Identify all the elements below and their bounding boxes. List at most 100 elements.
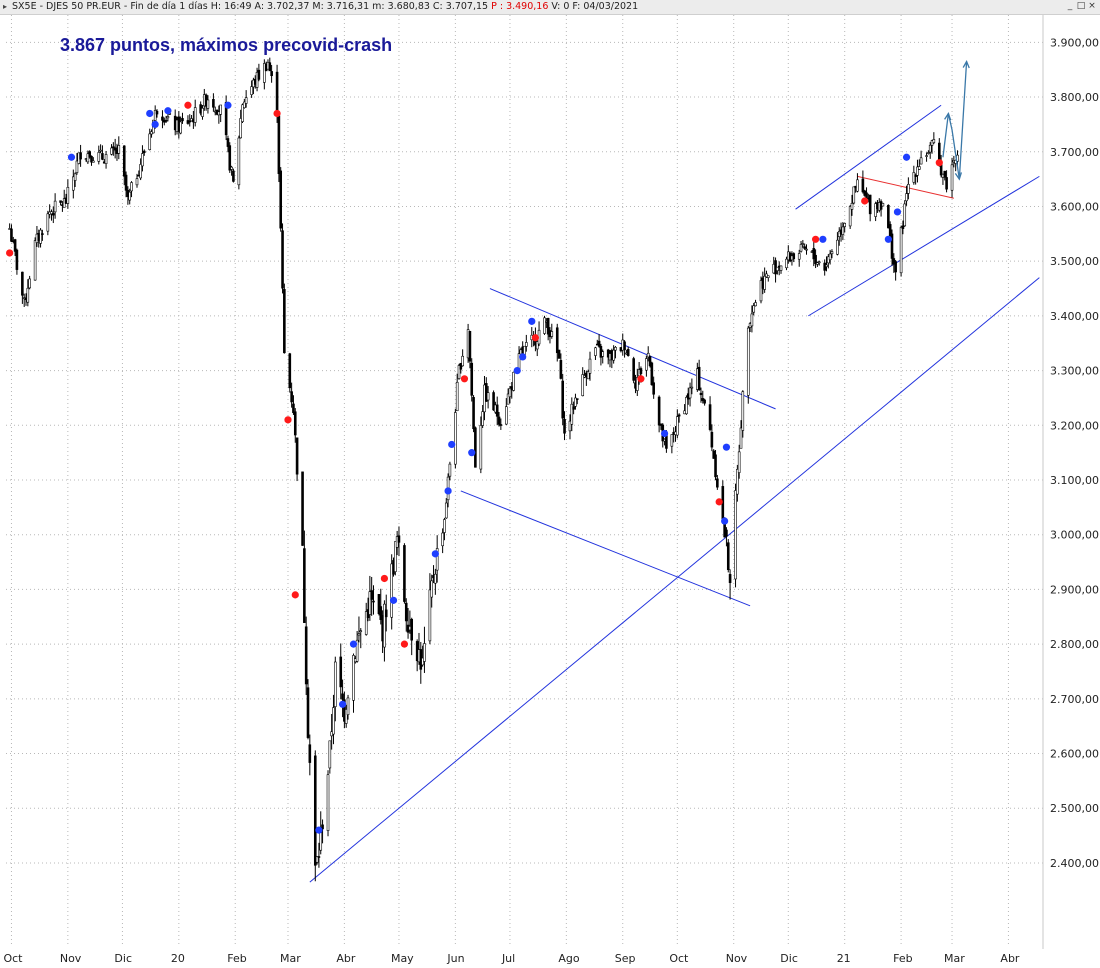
candle-body — [21, 271, 24, 296]
candle-body — [635, 377, 639, 391]
buy-signal-dot — [722, 443, 731, 451]
candle-body — [455, 381, 459, 412]
buy-signal-dot — [468, 449, 476, 457]
candle-body — [750, 313, 754, 327]
candle-body — [135, 178, 139, 186]
candle-body — [714, 454, 717, 478]
candle-body — [372, 600, 375, 603]
candle-body — [850, 203, 854, 210]
candle-body — [759, 280, 763, 302]
candle-body — [308, 744, 312, 763]
y-tick-label: 2.700,00 — [1050, 693, 1099, 706]
buy-signal-dot — [389, 596, 398, 604]
candle-body — [295, 437, 299, 475]
candle-body — [472, 397, 475, 430]
candle-body — [779, 265, 783, 271]
candle-body — [932, 139, 936, 143]
trendline-falling-channel-upper — [489, 288, 776, 410]
candle-body — [112, 146, 115, 149]
candle-body — [586, 371, 590, 380]
sell-signal-dot — [460, 375, 469, 383]
candle-body — [72, 176, 75, 191]
candle-body — [232, 170, 235, 182]
candle-body — [828, 253, 832, 261]
maximize-icon[interactable]: □ — [1076, 1, 1086, 11]
x-tick-label: Dic — [114, 952, 132, 965]
candle-body — [53, 200, 57, 213]
candle-body — [355, 639, 359, 662]
candle-body — [639, 368, 643, 374]
y-tick-label: 2.800,00 — [1050, 638, 1099, 651]
buy-signal-dot — [444, 487, 452, 495]
candle-body — [512, 371, 515, 391]
candle-body — [33, 240, 37, 281]
trendline-support-long — [309, 277, 1040, 883]
candle-body — [257, 69, 261, 80]
candle-body — [239, 118, 242, 139]
candle-body — [495, 404, 499, 417]
candle-body — [384, 609, 388, 618]
candle-body — [410, 618, 414, 641]
candle-body — [277, 115, 281, 174]
candle-body — [699, 392, 703, 396]
candle-body — [332, 707, 335, 735]
candle-body — [726, 542, 730, 571]
candle-body — [390, 563, 393, 618]
candle-body — [244, 97, 248, 104]
candle-body — [92, 160, 95, 163]
candle-body — [725, 529, 728, 537]
candle-body — [306, 687, 310, 738]
x-tick-label: Mar — [944, 952, 965, 965]
candle-body — [685, 397, 688, 415]
sell-signal-dot — [400, 640, 409, 648]
candle-body — [901, 225, 905, 229]
candle-body — [868, 194, 872, 215]
projection-arrow — [942, 60, 970, 181]
buy-signal-dot — [349, 640, 358, 648]
candle-body — [852, 186, 856, 204]
sell-signal-dot — [6, 249, 14, 257]
collapse-arrow-icon[interactable]: ▸ — [3, 2, 8, 11]
candle-body — [88, 151, 91, 158]
candle-body — [73, 173, 77, 181]
candle-body — [117, 145, 121, 154]
candle-body — [557, 349, 561, 359]
candle-body — [97, 152, 101, 162]
x-tick-label: May — [391, 952, 414, 965]
minimize-icon[interactable]: _ — [1067, 1, 1073, 11]
candle-body — [303, 548, 306, 623]
candle-body — [275, 71, 279, 115]
candle-body — [736, 469, 739, 495]
candle-body — [430, 580, 434, 598]
candle-body — [907, 184, 910, 194]
candle-body — [765, 273, 768, 278]
candle-body — [441, 532, 444, 547]
grid-lines — [6, 15, 1044, 949]
candle-body — [250, 86, 253, 95]
x-tick-label: Ago — [558, 952, 580, 965]
candle-body — [52, 213, 55, 216]
candle-body — [139, 164, 142, 179]
x-tick-label: 20 — [171, 952, 185, 965]
candle-body — [317, 856, 321, 858]
candle-body — [925, 155, 928, 157]
price-chart[interactable]: 3.900,00 3.800,00 3.700,00 3.600,00 3.500,00… — [0, 15, 1100, 968]
candle-body — [903, 203, 907, 227]
y-axis: 3.900,00 3.800,00 3.700,00 3.600,00 3.500,00… — [1050, 36, 1099, 870]
candle-body — [397, 535, 401, 543]
candle-body — [179, 121, 182, 134]
candle-body — [379, 606, 383, 620]
close-icon[interactable]: × — [1088, 1, 1096, 11]
candle-body — [792, 253, 796, 260]
candle-body — [270, 71, 273, 77]
candle-body — [559, 360, 563, 379]
candle-body — [241, 104, 244, 122]
candle-body — [881, 203, 885, 207]
y-tick-label: 3.700,00 — [1050, 146, 1099, 159]
candle-body — [535, 341, 539, 350]
candle-body — [339, 656, 343, 688]
candle-body — [481, 411, 484, 426]
y-tick-label: 3.400,00 — [1050, 310, 1099, 323]
y-tick-label: 3.600,00 — [1050, 200, 1099, 213]
candle-body — [50, 211, 53, 215]
